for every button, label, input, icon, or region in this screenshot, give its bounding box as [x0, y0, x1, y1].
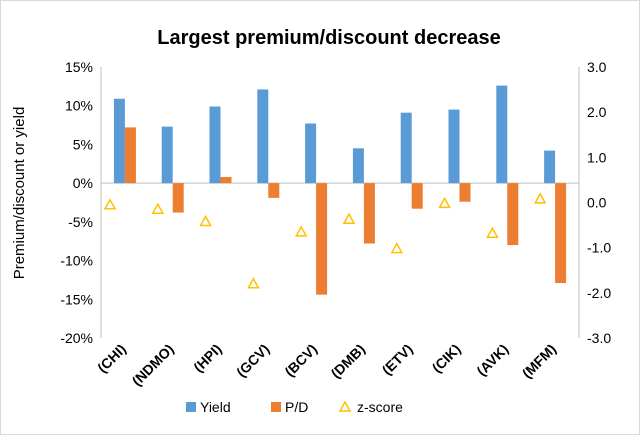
- category-label: (NDMO): [129, 341, 177, 389]
- z-score-point: [438, 196, 451, 209]
- y-tick-label: 10%: [65, 98, 93, 114]
- pd-bar: [459, 183, 471, 202]
- yield-bar: [305, 123, 317, 184]
- yield-bar: [257, 89, 269, 184]
- y-tick-label: -20%: [60, 330, 93, 346]
- category-label: (CHI): [94, 341, 129, 376]
- legend-label-yield: Yield: [200, 399, 231, 415]
- yield-bar: [161, 126, 173, 184]
- y-tick-label: -5%: [68, 214, 93, 230]
- pd-bar: [411, 183, 423, 209]
- y2-tick-label: 1.0: [587, 149, 607, 165]
- pd-bar: [363, 183, 375, 244]
- pd-bar: [555, 183, 567, 284]
- pd-bar: [268, 183, 280, 198]
- y-axis-label: Premium/discount or yield: [11, 107, 28, 280]
- category-label: (MFM): [519, 341, 559, 381]
- pd-bar: [124, 127, 136, 184]
- y2-tick-label: -2.0: [587, 285, 611, 301]
- points: [103, 192, 547, 289]
- category-label: (DMB): [328, 341, 368, 381]
- y-tick-label: 0%: [73, 175, 93, 191]
- category-label: (ETV): [379, 341, 416, 378]
- legend-swatch-yield: [186, 402, 196, 412]
- tick-labels: 15% 10% 5% 0% -5% -10% -15% -20% 3.0 2.0 1.0 0.0 -1.…: [60, 59, 611, 346]
- pd-bar: [172, 183, 184, 213]
- chart-title: Largest premium/discount decrease: [157, 27, 500, 49]
- yield-bar: [496, 85, 508, 184]
- z-score-point: [342, 212, 356, 224]
- y-tick-label: -15%: [60, 291, 93, 307]
- category-label: (BCV): [281, 341, 320, 380]
- legend: Yield P/D z-score: [186, 399, 403, 415]
- legend-label-pd: P/D: [285, 399, 308, 415]
- z-score-point: [486, 226, 499, 238]
- y2-tick-label: -3.0: [587, 330, 611, 346]
- category-label: (CIK): [429, 341, 464, 376]
- y2-tick-label: 2.0: [587, 104, 607, 120]
- z-score-point: [199, 214, 212, 227]
- y-tick-label: 15%: [65, 59, 93, 75]
- yield-bar: [400, 112, 412, 184]
- yield-bar: [113, 98, 125, 184]
- z-score-point: [533, 192, 547, 204]
- y-tick-label: -10%: [60, 253, 93, 269]
- y2-tick-label: 0.0: [587, 195, 607, 211]
- category-label: (AVK): [473, 341, 511, 379]
- yield-bar: [448, 109, 460, 184]
- category-label: (GCV): [233, 341, 272, 380]
- z-score-point: [151, 202, 165, 215]
- category-labels: (CHI) (NDMO) (HPI) (GCV) (BCV) (DMB) (ETV) (CIK…: [94, 341, 559, 389]
- pd-bar: [507, 183, 519, 246]
- pd-bar: [316, 183, 328, 295]
- y-tick-label: 5%: [73, 136, 93, 152]
- z-score-point: [247, 277, 260, 289]
- legend-label-zscore: z-score: [357, 399, 403, 415]
- z-score-point: [390, 242, 404, 254]
- legend-swatch-pd: [271, 402, 281, 412]
- yield-bar: [544, 150, 556, 184]
- legend-marker-zscore: [338, 400, 352, 412]
- y2-tick-label: -1.0: [587, 240, 611, 256]
- y2-tick-label: 3.0: [587, 59, 607, 75]
- yield-bar: [209, 106, 221, 184]
- z-score-point: [103, 198, 117, 210]
- pd-bar: [220, 176, 232, 184]
- z-score-point: [294, 225, 308, 237]
- bars: [113, 85, 567, 295]
- category-label: (HPI): [190, 341, 224, 375]
- yield-bar: [352, 148, 364, 184]
